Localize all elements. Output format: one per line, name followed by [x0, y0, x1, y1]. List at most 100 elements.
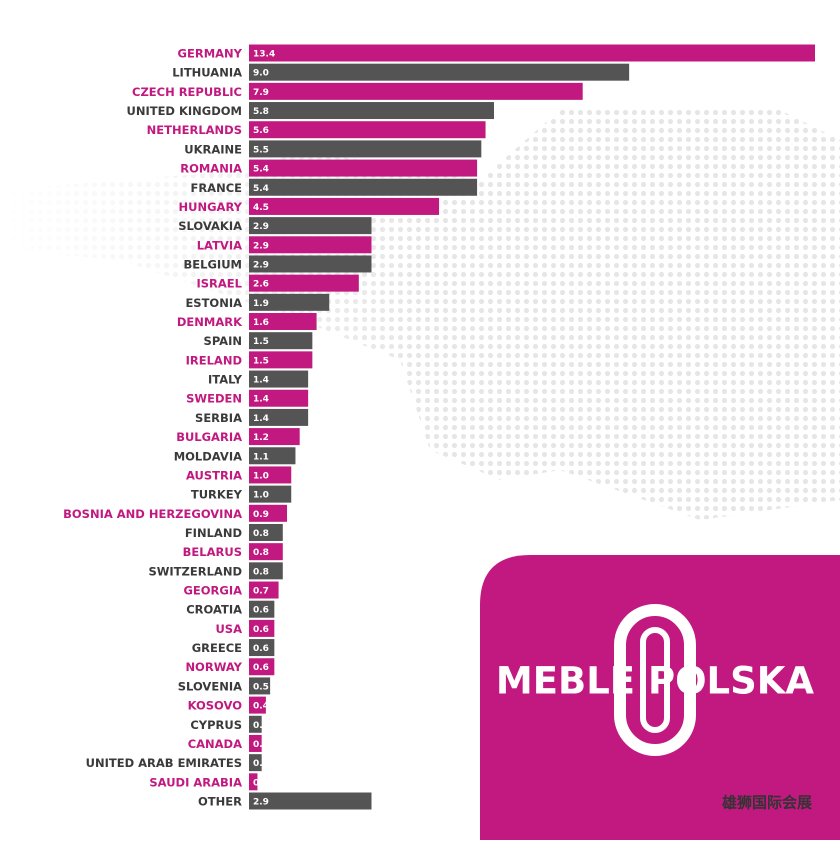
bar: [249, 466, 292, 484]
logo-text: MEBLE POLSKA: [496, 660, 814, 703]
category-label: USA: [215, 622, 242, 636]
value-label: 0.6: [253, 606, 269, 616]
category-label: HUNGARY: [179, 200, 243, 214]
category-label: UNITED KINGDOM: [126, 104, 242, 118]
value-label: 2.6: [253, 280, 269, 290]
value-label: 0.7: [253, 587, 269, 597]
bar: [249, 140, 482, 158]
category-label: SAUDI ARABIA: [149, 775, 242, 789]
bar: [249, 639, 275, 657]
value-label: 1.5: [253, 356, 269, 366]
category-label: FRANCE: [190, 181, 242, 195]
bar: [249, 447, 296, 465]
category-label: ROMANIA: [180, 162, 242, 176]
category-label: NORWAY: [185, 660, 242, 674]
value-label: 1.2: [253, 433, 269, 443]
bar: [249, 236, 372, 254]
bar: [249, 428, 300, 446]
bar: [249, 313, 317, 331]
bar: [249, 44, 815, 62]
bar: [249, 102, 494, 120]
category-label: ISRAEL: [196, 277, 242, 291]
category-label: OTHER: [198, 795, 242, 809]
category-label: DENMARK: [177, 315, 243, 329]
category-label: BELARUS: [183, 545, 242, 559]
bar: [249, 600, 275, 618]
value-label: 1.4: [253, 395, 269, 405]
bar: [249, 658, 275, 676]
value-label: 7.9: [253, 88, 269, 98]
bar: [249, 332, 313, 350]
bar: [249, 197, 440, 215]
bar: [249, 543, 283, 561]
category-label: MOLDAVIA: [174, 449, 242, 463]
bar: [249, 619, 275, 637]
category-label: CANADA: [188, 737, 242, 751]
category-label: SLOVENIA: [178, 679, 242, 693]
value-label: 5.8: [253, 107, 269, 117]
bar: [249, 715, 262, 733]
category-label: SERBIA: [195, 411, 242, 425]
category-label: SPAIN: [204, 334, 242, 348]
value-label: 0.8: [253, 529, 269, 539]
category-label: FINLAND: [185, 526, 242, 540]
category-label: IRELAND: [186, 353, 242, 367]
bar: [249, 293, 330, 311]
bar: [249, 581, 279, 599]
bar: [249, 562, 283, 580]
value-label: 0.4: [253, 702, 269, 712]
bar: [249, 504, 288, 522]
value-label: 0.6: [253, 644, 269, 654]
value-label: 0.3: [253, 740, 269, 750]
category-label: SLOVAKIA: [178, 219, 242, 233]
value-label: 13.4: [253, 50, 275, 60]
bar: [249, 351, 313, 369]
category-label: CZECH REPUBLIC: [132, 85, 242, 99]
value-label: 0.5: [253, 682, 269, 692]
bar: [249, 485, 292, 503]
value-label: 1.6: [253, 318, 269, 328]
bar: [249, 754, 262, 772]
category-label: BOSNIA AND HERZEGOVINA: [63, 507, 242, 521]
category-label: NETHERLANDS: [147, 123, 242, 137]
logo: MEBLE POLSKA: [480, 555, 840, 840]
category-label: BULGARIA: [176, 430, 242, 444]
watermark: 雄狮国际会展: [721, 794, 812, 812]
category-label: SWEDEN: [186, 392, 242, 406]
value-label: 0.8: [253, 567, 269, 577]
value-label: 0.8: [253, 548, 269, 558]
category-label: KOSOVO: [188, 699, 243, 713]
value-label: 1.4: [253, 376, 269, 386]
category-label: UNITED ARAB EMIRATES: [86, 756, 242, 770]
category-label: TURKEY: [191, 488, 243, 502]
value-label: 2.9: [253, 241, 269, 251]
value-label: 0.3: [253, 721, 269, 731]
value-label: 0.3: [253, 759, 269, 769]
value-label: 0.2: [253, 778, 269, 788]
value-label: 0.9: [253, 510, 269, 520]
value-label: 5.6: [253, 126, 269, 136]
value-label: 1.4: [253, 414, 269, 424]
bar: [249, 63, 630, 81]
category-label: ITALY: [208, 373, 243, 387]
bar: [249, 217, 372, 235]
value-label: 1.9: [253, 299, 269, 309]
category-label: CROATIA: [186, 603, 242, 617]
value-label: 5.4: [253, 165, 269, 175]
category-label: UKRAINE: [184, 142, 242, 156]
value-label: 4.5: [253, 203, 269, 213]
category-label: LATVIA: [197, 238, 242, 252]
value-label: 5.4: [253, 184, 269, 194]
category-label: GERMANY: [178, 47, 243, 61]
bar: [249, 677, 271, 695]
bar: [249, 696, 266, 714]
bar: [249, 121, 486, 139]
value-label: 1.0: [253, 491, 269, 501]
value-label: 5.5: [253, 145, 269, 155]
value-label: 2.9: [253, 222, 269, 232]
bar: [249, 523, 283, 541]
bar: [249, 773, 258, 791]
category-label: GREECE: [192, 641, 242, 655]
bar: [249, 178, 478, 196]
